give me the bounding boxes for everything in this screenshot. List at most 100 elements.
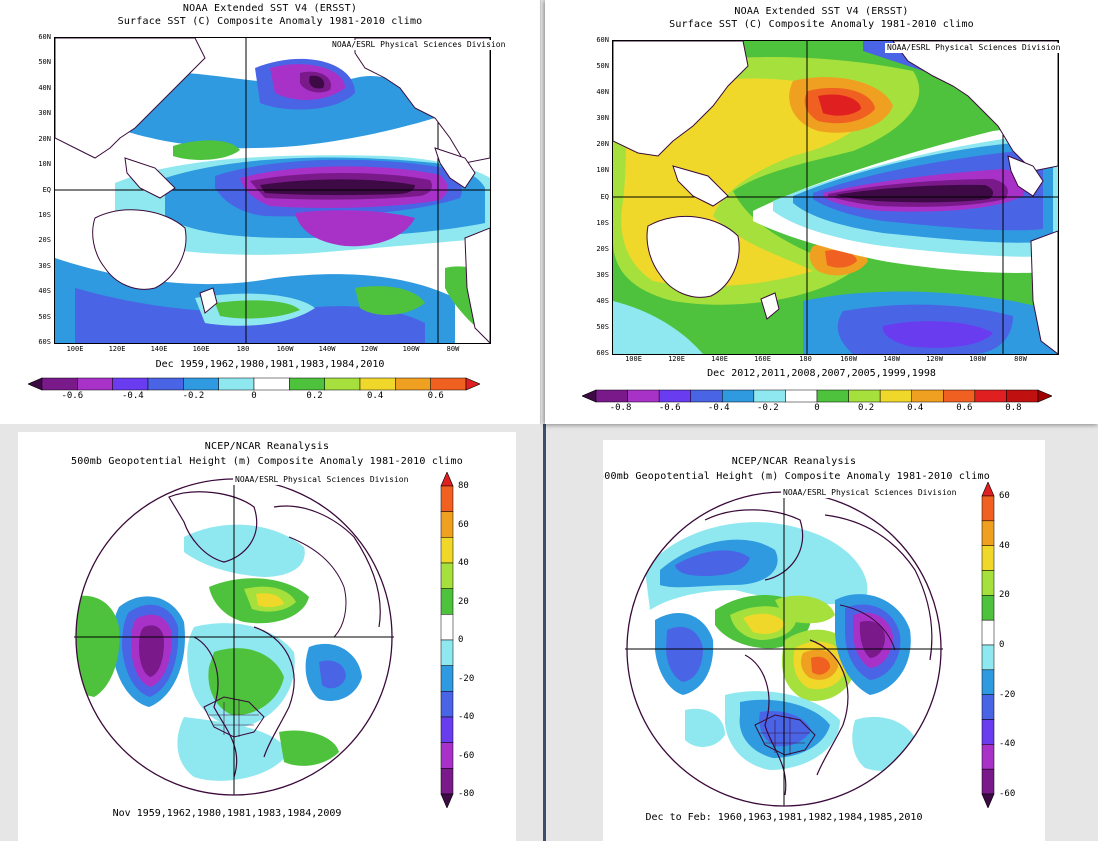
colorbar-tick-label: 0 xyxy=(458,635,464,645)
colorbar-tick-label: 0.4 xyxy=(907,403,924,413)
colorbar-tick-label: 0 xyxy=(251,391,257,401)
latitude-label: 30N xyxy=(38,109,51,118)
colorbar-segment xyxy=(440,537,454,564)
colorbar-tick-label: 0.2 xyxy=(306,391,323,401)
colorbar-segment xyxy=(753,389,786,403)
longitude-label: 100E xyxy=(625,355,642,363)
panel-caption: Dec to Feb: 1960,1963,1981,1982,1984,198… xyxy=(645,812,923,823)
panel-subtitle: Surface SST (C) Composite Anomaly 1981-2… xyxy=(117,16,423,27)
panel-caption: Nov 1959,1962,1980,1981,1983,1984,2009 xyxy=(112,808,342,819)
latitude-label: 10N xyxy=(596,166,609,175)
colorbar-tick-label: -60 xyxy=(458,750,475,761)
hgt-panel-left: NCEP/NCAR Reanalysis 500mb Geopotential … xyxy=(18,432,516,841)
longitude-label: 100W xyxy=(969,355,986,363)
latitude-label: 50S xyxy=(596,322,609,331)
colorbar-segment xyxy=(981,495,995,522)
colorbar-segment xyxy=(658,389,691,403)
colorbar-segment xyxy=(430,377,467,391)
colorbar-tick-label: -0.4 xyxy=(707,403,730,413)
colorbar-segment xyxy=(816,389,849,403)
colorbar-segment xyxy=(981,669,995,695)
colorbar-segment xyxy=(595,389,628,403)
panel-caption: Dec 1959,1962,1980,1981,1983,1984,2010 xyxy=(155,359,385,370)
latitude-label: 40S xyxy=(38,287,51,296)
latitude-label: 10S xyxy=(38,210,51,219)
colorbar-segment xyxy=(395,377,431,391)
colorbar-segment xyxy=(981,619,995,646)
longitude-label: 140W xyxy=(883,355,900,363)
longitude-label: 180 xyxy=(236,345,250,353)
colorbar-segment xyxy=(981,595,995,621)
latitude-label: 50S xyxy=(38,312,51,321)
latitude-label: 50N xyxy=(596,62,609,71)
longitude-label: 160W xyxy=(276,345,294,353)
colorbar-segment xyxy=(253,377,290,391)
colorbar-tick-label: -20 xyxy=(999,689,1016,700)
colorbar-segment xyxy=(440,665,454,692)
sst-anomaly-field xyxy=(613,41,1058,354)
latitude-label: 60S xyxy=(596,349,609,357)
latitude-label: 10N xyxy=(38,160,51,169)
panel-title: NOAA Extended SST V4 (ERSST) xyxy=(734,6,909,17)
longitude-label: 140W xyxy=(318,345,336,353)
colorbar-tick-label: 0.4 xyxy=(367,391,384,401)
sst-map-right xyxy=(612,40,1059,355)
colorbar-segment xyxy=(147,377,184,391)
colorbar-tick-label: 40 xyxy=(999,540,1010,551)
colorbar-tick-label: -40 xyxy=(999,739,1016,750)
colorbar-tick-label: -0.6 xyxy=(658,403,681,413)
latitude-label: EQ xyxy=(600,192,609,201)
colorbar-tick-label: 0.6 xyxy=(427,391,444,401)
colorbar-tick-label: -0.2 xyxy=(757,403,779,413)
latitude-label: 40N xyxy=(596,88,609,97)
colorbar xyxy=(28,377,480,391)
colorbar-segment xyxy=(879,389,912,403)
longitude-label: 80W xyxy=(446,345,460,353)
colorbar-tick-label: 40 xyxy=(458,558,469,568)
colorbar-segment xyxy=(974,389,1007,403)
latitude-label: 60N xyxy=(596,36,609,44)
colorbar-tick-label: 60 xyxy=(458,519,469,530)
colorbar-segment xyxy=(289,377,325,391)
longitude-label: 160E xyxy=(192,345,210,353)
colorbar-segment xyxy=(440,562,454,589)
colorbar-tick-label: 0.2 xyxy=(857,403,875,413)
credit-label: NOAA/ESRL Physical Sciences Division xyxy=(885,43,1063,53)
colorbar-tick-label: -0.2 xyxy=(182,391,205,401)
latitude-label: 10S xyxy=(596,218,609,227)
colorbar-segment xyxy=(981,545,995,571)
colorbar-tick-label: 0 xyxy=(999,640,1005,650)
sst-map-left xyxy=(54,37,491,344)
colorbar-segment xyxy=(41,377,78,391)
credit-label: NOAA/ESRL Physical Sciences Division xyxy=(330,40,508,50)
colorbar-segment xyxy=(722,389,755,403)
colorbar-tick-label: -40 xyxy=(458,712,475,722)
latitude-label: 40N xyxy=(38,83,51,92)
colorbar-arrow-high xyxy=(1037,389,1052,403)
colorbar-segment xyxy=(440,742,454,769)
longitude-label: 100E xyxy=(66,345,84,353)
credit-label: NOAA/ESRL Physical Sciences Division xyxy=(233,475,411,485)
longitude-label: 160W xyxy=(840,355,857,363)
latitude-label: 20S xyxy=(596,244,609,253)
colorbar-segment xyxy=(981,570,995,596)
panel-subtitle: Surface SST (C) Composite Anomaly 1981-2… xyxy=(669,19,974,30)
colorbar-arrow-high xyxy=(440,472,454,487)
panel-title: NOAA Extended SST V4 (ERSST) xyxy=(182,3,358,14)
colorbar-segment xyxy=(440,511,454,538)
sst-panel-left: NOAA Extended SST V4 (ERSST) Surface SST… xyxy=(0,0,541,424)
polar-map-right xyxy=(625,491,943,807)
longitude-label: 160E xyxy=(754,355,771,363)
colorbar-segment xyxy=(112,377,149,391)
colorbar-tick-label: -0.6 xyxy=(61,391,84,401)
colorbar-tick-label: -20 xyxy=(458,673,475,684)
colorbar-segment xyxy=(627,389,660,403)
latitude-label: 60N xyxy=(38,33,51,41)
colorbar-arrow-high xyxy=(465,377,480,391)
latitude-label: 20N xyxy=(596,140,609,149)
colorbar-segment xyxy=(848,389,881,403)
colorbar-segment xyxy=(440,639,454,666)
panel-subtitle: 500mb Geopotential Height (m) Composite … xyxy=(603,471,990,482)
panel-subtitle: 500mb Geopotential Height (m) Composite … xyxy=(71,456,463,467)
colorbar-segment xyxy=(440,768,454,795)
